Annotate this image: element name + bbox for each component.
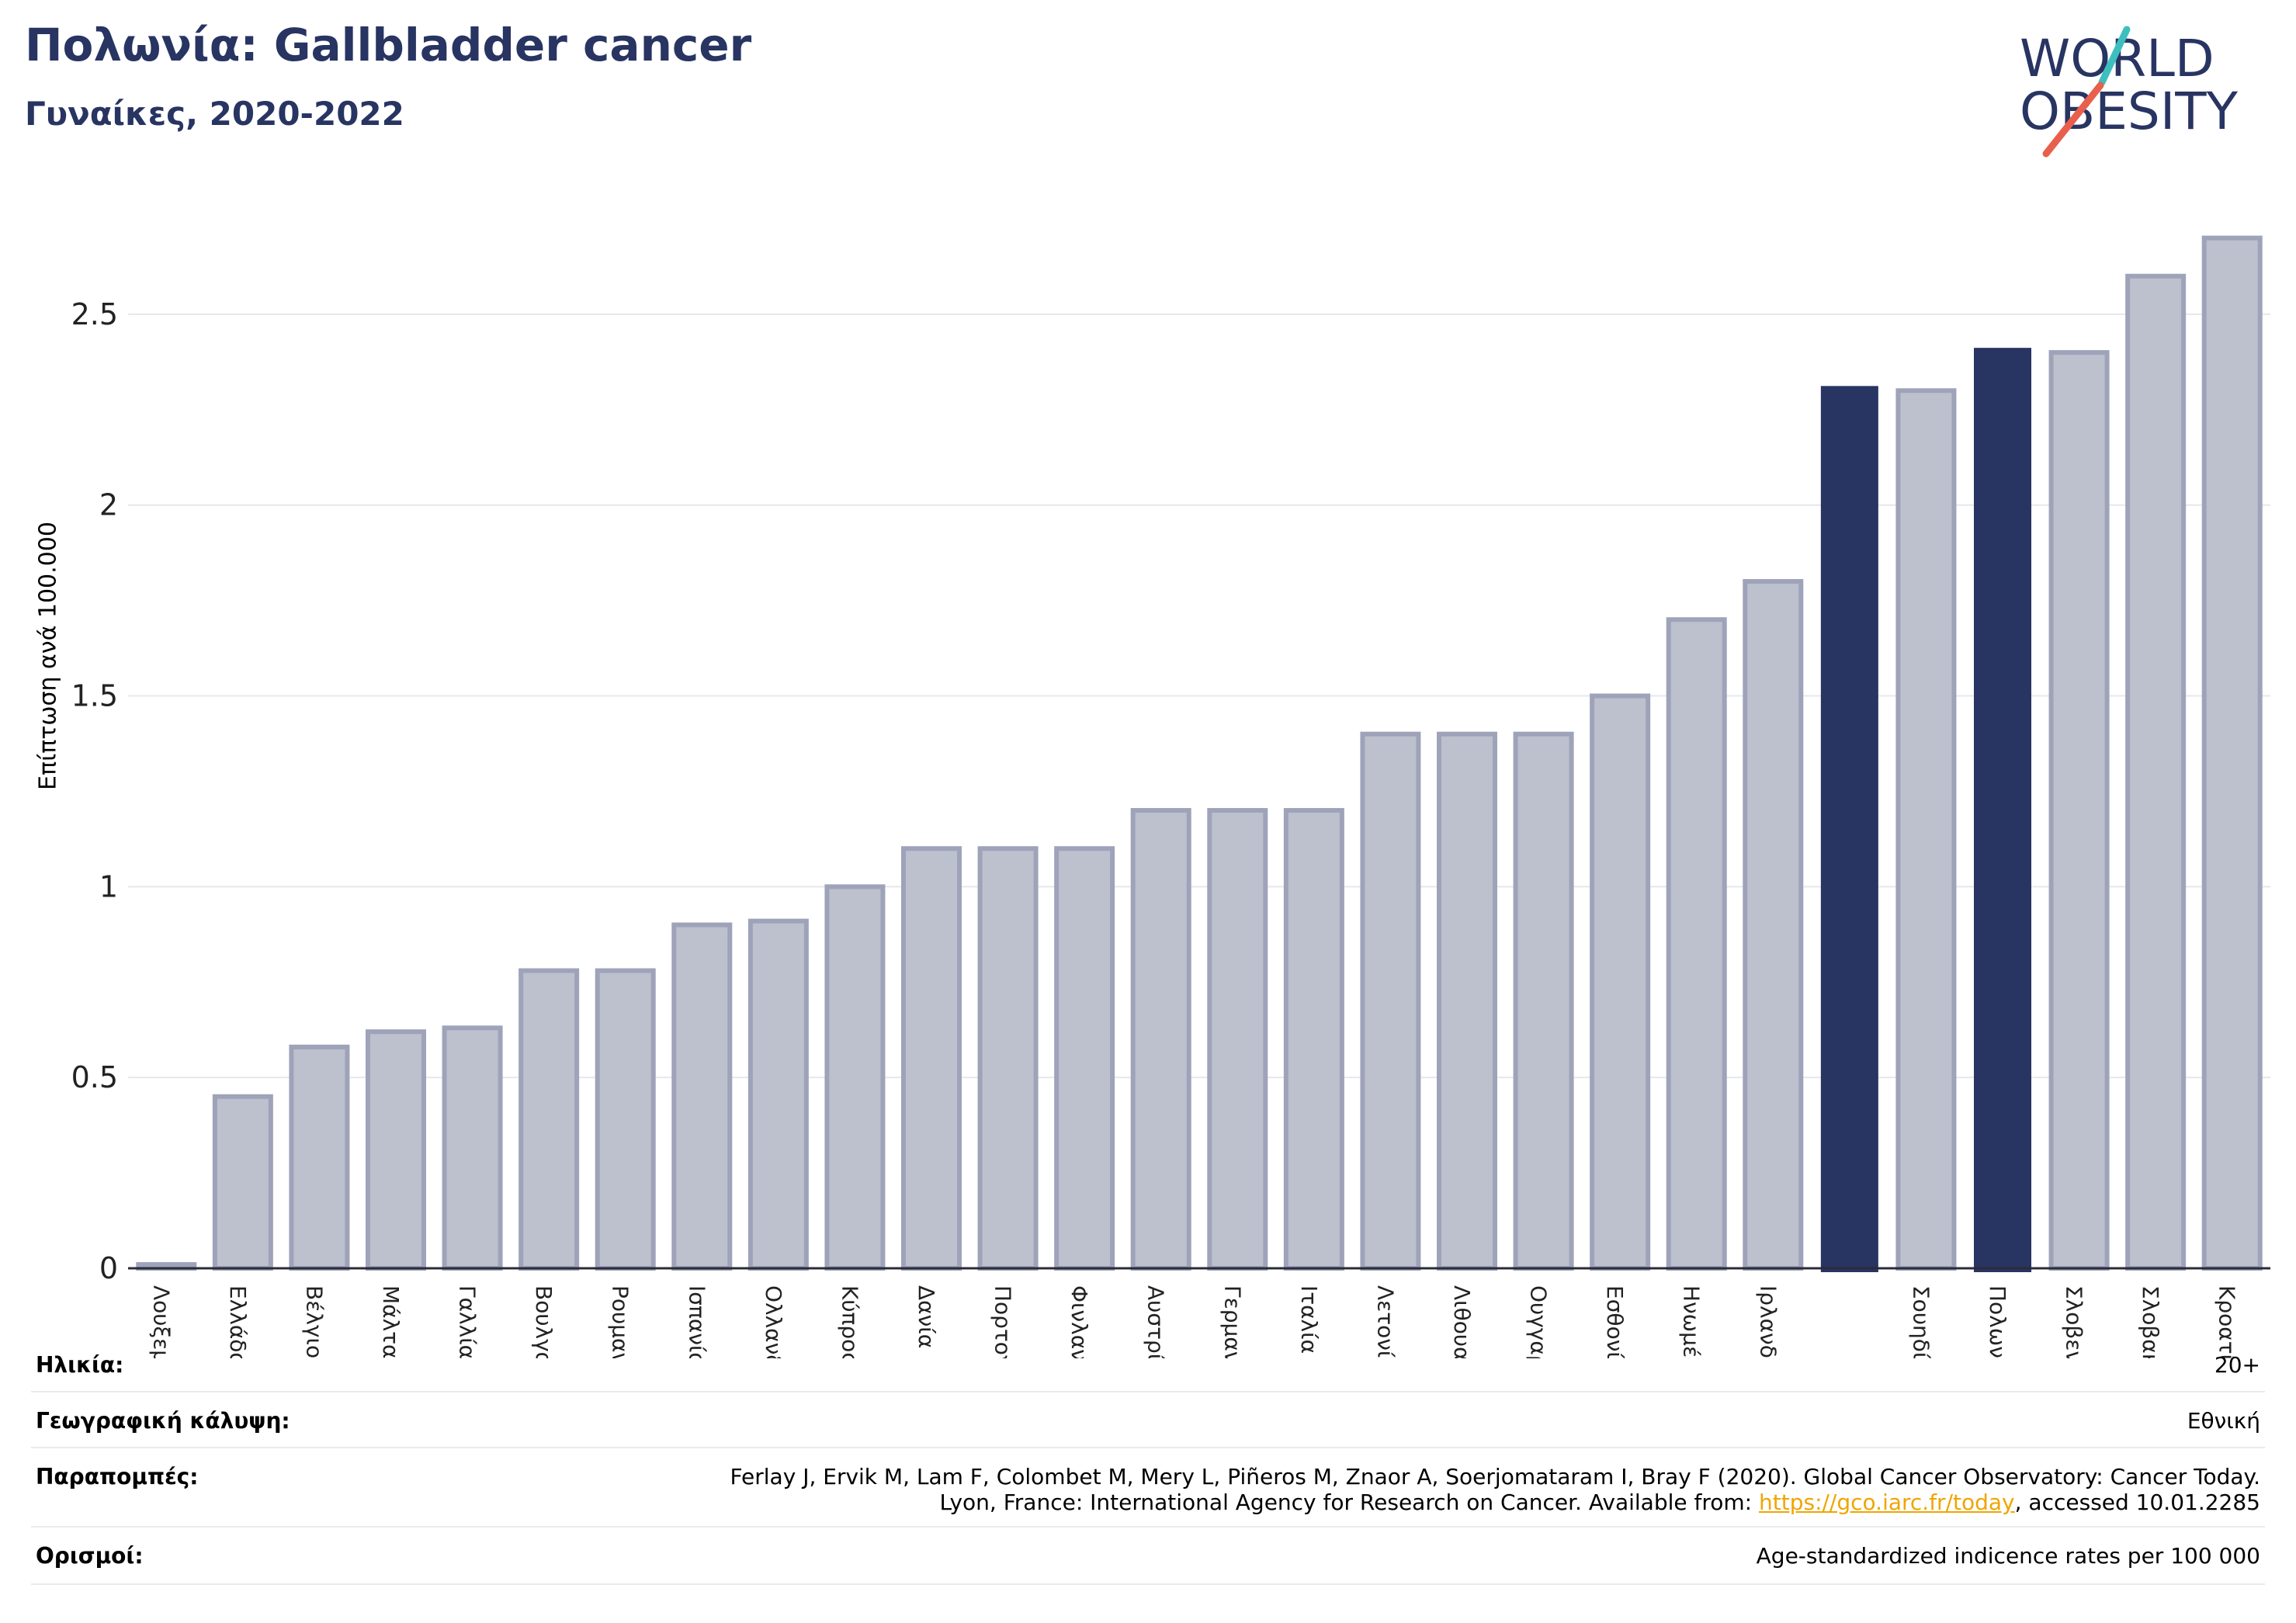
info-row-coverage: Γεωγραφική κάλυψη: Εθνική <box>31 1392 2265 1448</box>
bar <box>1895 388 1957 1271</box>
logo-slash-red <box>2042 81 2104 158</box>
bar <box>901 846 962 1271</box>
age-value: 20+ <box>2214 1352 2260 1378</box>
bar <box>2048 350 2110 1271</box>
y-tick-label: 2.5 <box>71 297 118 331</box>
y-tick-label: 0 <box>99 1251 118 1285</box>
bar <box>1054 846 1115 1271</box>
x-tick-label: Κύπρος <box>837 1285 862 1358</box>
bar <box>1437 731 1497 1271</box>
world-obesity-logo: WORLD OBESITY <box>2020 26 2239 158</box>
x-tick-label: Γερμανία <box>1219 1285 1245 1358</box>
bar <box>1743 579 1804 1271</box>
x-tick-label: Σλοβακία <box>2138 1285 2163 1358</box>
x-tick-label: Λουξεμβούργο <box>148 1285 174 1358</box>
bar <box>1590 693 1651 1271</box>
references-line-2-pre: Lyon, France: International Agency for R… <box>939 1489 1759 1515</box>
bar <box>2125 273 2187 1271</box>
coverage-value: Εθνική <box>2187 1408 2260 1434</box>
info-row-references: Παραπομπές: Ferlay J, Ervik M, Lam F, Co… <box>31 1448 2265 1528</box>
references-line-1: Ferlay J, Ervik M, Lam F, Colombet M, Me… <box>730 1464 2260 1489</box>
bar-chart: 0 0.5 1 1.5 2 2.5 Λουξεμβούργο Ελλάδα Βέλγιο Μάλτ… <box>71 235 2270 1358</box>
x-tick-label: Βουλγαρία <box>531 1285 557 1358</box>
bar <box>1207 808 1268 1271</box>
definitions-label: Ορισμοί: <box>36 1543 144 1569</box>
x-tick-label: Λετονία <box>1372 1285 1398 1358</box>
x-tick-label: Σλοβενία <box>2062 1285 2087 1358</box>
y-tick-label: 0.5 <box>71 1060 118 1094</box>
coverage-label: Γεωγραφική κάλυψη: <box>36 1408 290 1434</box>
age-label: Ηλικία: <box>36 1352 124 1378</box>
logo-word-obesity: OBESITY <box>2020 81 2239 141</box>
bar <box>671 922 733 1271</box>
y-tick-label: 1 <box>99 869 118 903</box>
references-line-2-post: , accessed 10.01.2285 <box>2014 1489 2260 1515</box>
definitions-value: Age-standardized indicence rates per 100… <box>1756 1543 2260 1569</box>
bar-highlighted <box>1974 348 2031 1272</box>
bar <box>824 884 886 1271</box>
bar <box>595 968 656 1271</box>
bar <box>519 968 580 1271</box>
x-tick-label: Ιταλία <box>1296 1285 1322 1354</box>
x-tick-label: Ιρλανδία <box>1755 1285 1781 1358</box>
x-tick-label: Σουηδία <box>1908 1285 1934 1358</box>
x-tick-label: Πολωνία <box>1985 1285 2010 1358</box>
info-row-definitions: Ορισμοί: Age-standardized indicence rate… <box>31 1528 2265 1585</box>
bar-highlighted <box>1820 386 1878 1273</box>
x-tick-label: Ουγγαρία <box>1526 1285 1552 1358</box>
x-tick-label: Φινλανδία <box>1066 1285 1092 1358</box>
x-tick-label: Κροατία <box>2214 1285 2240 1358</box>
x-tick-label: Ισπανία <box>684 1285 709 1358</box>
references-line-2: Lyon, France: International Agency for R… <box>730 1489 2260 1515</box>
references-label: Παραπομπές: <box>36 1464 199 1489</box>
x-tick-label: Ρουμανία <box>608 1285 633 1358</box>
x-tick-label: Γαλλία <box>455 1285 480 1358</box>
x-tick-label: Βέλγιο <box>301 1285 327 1358</box>
x-tick-label: Εσθονία <box>1602 1285 1628 1358</box>
x-tick-label: Ηνωμένο Βασίλειο <box>1679 1285 1705 1358</box>
bar <box>747 918 809 1271</box>
x-tick-label: Ελλάδα <box>225 1285 251 1358</box>
x-tick-label: Δανία <box>914 1285 939 1348</box>
bar <box>366 1029 426 1271</box>
bar <box>1130 808 1191 1271</box>
chart-title: Πολωνία: Gallbladder cancer <box>25 19 752 71</box>
logo-word-world: WORLD <box>2020 29 2214 88</box>
y-tick-label: 1.5 <box>71 679 118 713</box>
bar <box>442 1025 503 1271</box>
bar <box>977 846 1039 1271</box>
x-tick-label: Ολλανδία <box>761 1285 786 1358</box>
chart-subtitle: Γυναίκες, 2020-2022 <box>25 95 404 133</box>
x-tick-label: Αυστρία <box>1143 1285 1169 1358</box>
bar <box>2201 235 2263 1271</box>
logo-slash-teal <box>2098 26 2131 86</box>
bar <box>1283 808 1344 1271</box>
y-tick-label: 2 <box>99 488 118 522</box>
bar <box>1360 731 1421 1271</box>
bar <box>1513 731 1574 1271</box>
x-tick-label: Μάλτα <box>378 1285 404 1358</box>
info-row-age: Ηλικία: 20+ <box>31 1337 2265 1392</box>
bar <box>289 1044 350 1271</box>
bar <box>212 1094 273 1271</box>
x-tick-label: Πορτογαλία <box>990 1285 1016 1358</box>
x-tick-label: Λιθουανία <box>1449 1285 1475 1358</box>
bar <box>1666 617 1727 1271</box>
references-link[interactable]: https://gco.iarc.fr/today <box>1759 1489 2015 1515</box>
references-value: Ferlay J, Ervik M, Lam F, Colombet M, Me… <box>730 1464 2260 1515</box>
